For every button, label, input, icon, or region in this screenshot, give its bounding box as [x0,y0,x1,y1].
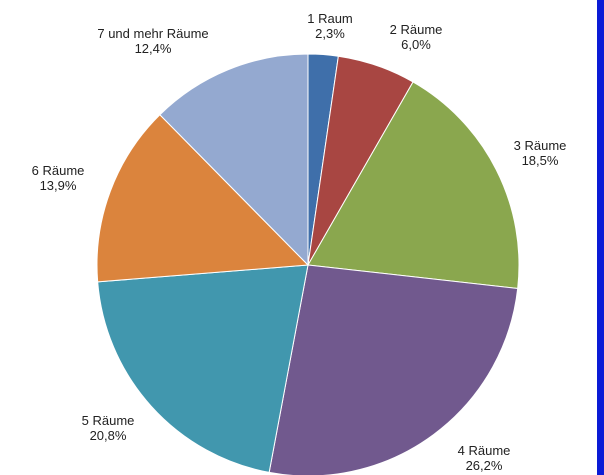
slice-label-6: 6 Räume 13,9% [32,163,85,193]
pie-slice-3 [307,81,520,290]
slice-percent-text: 6,0% [401,37,431,52]
slice-percent-text: 18,5% [522,153,559,168]
slice-label-2: 2 Räume 6,0% [390,22,443,52]
slice-percent-text: 26,2% [466,458,503,473]
slice-percent-text: 12,4% [135,41,172,56]
pie-slice-6 [96,114,310,283]
slice-percent-text: 13,9% [40,178,77,193]
window-edge-accent [597,0,604,475]
slice-category-text: 5 Räume [82,413,135,428]
slice-label-7: 7 und mehr Räume 12,4% [97,26,208,56]
slice-category-text: 4 Räume [458,443,511,458]
slice-label-3: 3 Räume 18,5% [514,138,567,168]
slice-category-text: 6 Räume [32,163,85,178]
slice-percent-text: 2,3% [315,26,345,41]
slice-category-text: 1 Raum [307,11,353,26]
pie-labels: 1 Raum 2,3% 2 Räume 6,0% 3 Räume 18,5% 4 Räume… [32,11,567,473]
slice-percent-text: 20,8% [90,428,127,443]
slice-category-text: 2 Räume [390,22,443,37]
pie-slice-5 [97,264,309,473]
pie-slices [96,53,520,475]
slice-category-text: 7 und mehr Räume [97,26,208,41]
pie-slice-7 [159,53,309,267]
slice-label-1: 1 Raum 2,3% [307,11,353,41]
pie-slice-4 [268,264,519,475]
slice-label-4: 4 Räume 26,2% [458,443,511,473]
slice-label-5: 5 Räume 20,8% [82,413,135,443]
slice-category-text: 3 Räume [514,138,567,153]
